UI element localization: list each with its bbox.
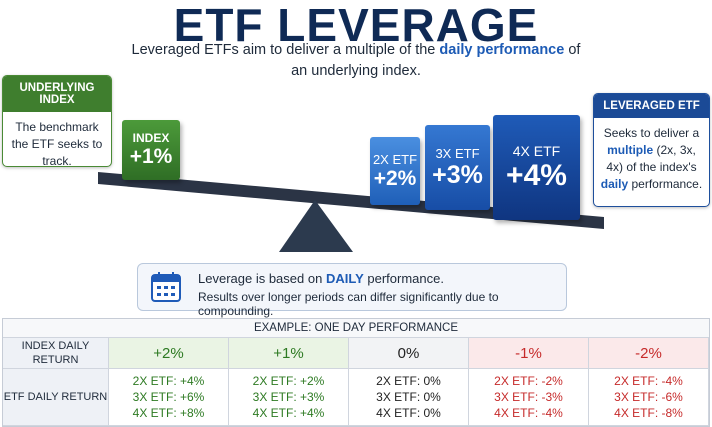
box-header: LEVERAGED ETF xyxy=(594,94,709,118)
subtitle-text: of an underlying index. xyxy=(291,42,581,79)
etf-returns: 2X ETF: -2% 3X ETF: -3% 4X ETF: -4% xyxy=(469,369,589,426)
box-header: UNDERLYING INDEX xyxy=(3,76,111,112)
etf-returns: 2X ETF: +2% 3X ETF: +3% 4X ETF: +4% xyxy=(229,369,349,426)
index-return: -2% xyxy=(589,338,709,369)
note-text: performance. xyxy=(363,271,444,286)
etf-return: 3X ETF: -6% xyxy=(614,390,683,404)
etf-return: 2X ETF: +2% xyxy=(252,374,325,388)
note-highlight: DAILY xyxy=(325,271,364,286)
example-table: EXAMPLE: ONE DAY PERFORMANCE INDEX DAILY … xyxy=(2,318,710,427)
etf-return: 2X ETF: -4% xyxy=(614,374,683,388)
row-header: ETF DAILY RETURN xyxy=(3,369,109,426)
box-text-highlight: daily xyxy=(600,177,629,191)
etf-return: 4X ETF: +4% xyxy=(252,406,325,420)
box-text-part: (2x, 3x, 4x) of the index's xyxy=(606,143,697,174)
etf-return: 3X ETF: -3% xyxy=(494,390,563,404)
subtitle: Leveraged ETFs aim to deliver a multiple… xyxy=(126,40,586,82)
etf-return: 4X ETF: -8% xyxy=(614,406,683,420)
block-value: +3% xyxy=(432,160,483,189)
index-block: INDEX +1% xyxy=(122,120,180,180)
block-label: 4X ETF xyxy=(512,142,561,159)
etf-return: 2X ETF: -2% xyxy=(494,374,563,388)
etf-return: 2X ETF: 0% xyxy=(376,374,441,388)
etf-return: 4X ETF: +8% xyxy=(132,406,205,420)
note-text: Leverage is based on xyxy=(198,271,326,286)
underlying-index-box: UNDERLYING INDEX The benchmark the ETF s… xyxy=(2,75,112,167)
note-box: Leverage is based on DAILY performance. … xyxy=(137,263,567,318)
etf-return: 3X ETF: +6% xyxy=(132,390,205,404)
etf-return: 4X ETF: 0% xyxy=(376,406,441,420)
etf-return: 4X ETF: -4% xyxy=(494,406,563,420)
plank xyxy=(98,172,604,229)
block-value: +4% xyxy=(506,158,567,192)
etf-block: 4X ETF +4% xyxy=(493,115,580,220)
calendar-icon xyxy=(151,272,181,302)
box-text-part: performance. xyxy=(628,177,703,191)
box-text-part: Seeks to deliver a xyxy=(603,126,700,140)
block-label: 2X ETF xyxy=(372,151,418,167)
block-value: +2% xyxy=(373,166,417,190)
title: ETF LEVERAGE xyxy=(173,0,539,51)
index-return: -1% xyxy=(469,338,589,369)
index-return: +1% xyxy=(229,338,349,369)
table-title: EXAMPLE: ONE DAY PERFORMANCE xyxy=(3,319,709,338)
etf-return: 3X ETF: 0% xyxy=(376,390,441,404)
subtitle-text: Leveraged ETFs aim to deliver a multiple… xyxy=(131,42,440,58)
index-return: +2% xyxy=(109,338,229,369)
etf-block: 2X ETF +2% xyxy=(370,137,420,205)
block-value: +1% xyxy=(129,145,173,168)
index-return: 0% xyxy=(349,338,469,369)
box-text: Seeks to deliver a multiple (2x, 3x, 4x)… xyxy=(594,118,709,200)
subtitle-highlight: daily performance xyxy=(439,42,565,58)
etf-return: 3X ETF: +3% xyxy=(252,390,325,404)
etf-block: 3X ETF +3% xyxy=(425,125,490,210)
note-line: Leverage is based on DAILY performance. xyxy=(198,271,444,286)
note-line: Results over longer periods can differ s… xyxy=(198,290,499,318)
etf-return: 2X ETF: +4% xyxy=(132,374,205,388)
etf-returns: 2X ETF: 0% 3X ETF: 0% 4X ETF: 0% xyxy=(349,369,469,426)
etf-returns: 2X ETF: -4% 3X ETF: -6% 4X ETF: -8% xyxy=(589,369,709,426)
fulcrum xyxy=(279,200,353,252)
box-text-highlight: multiple xyxy=(607,143,654,157)
row-header: INDEX DAILY RETURN xyxy=(3,338,109,369)
box-text: The benchmark the ETF seeks to track. xyxy=(11,120,103,167)
etf-returns: 2X ETF: +4% 3X ETF: +6% 4X ETF: +8% xyxy=(109,369,229,426)
block-label: INDEX xyxy=(132,131,170,145)
block-label: 3X ETF xyxy=(435,145,480,161)
leveraged-etf-box: LEVERAGED ETF Seeks to deliver a multipl… xyxy=(593,93,710,207)
